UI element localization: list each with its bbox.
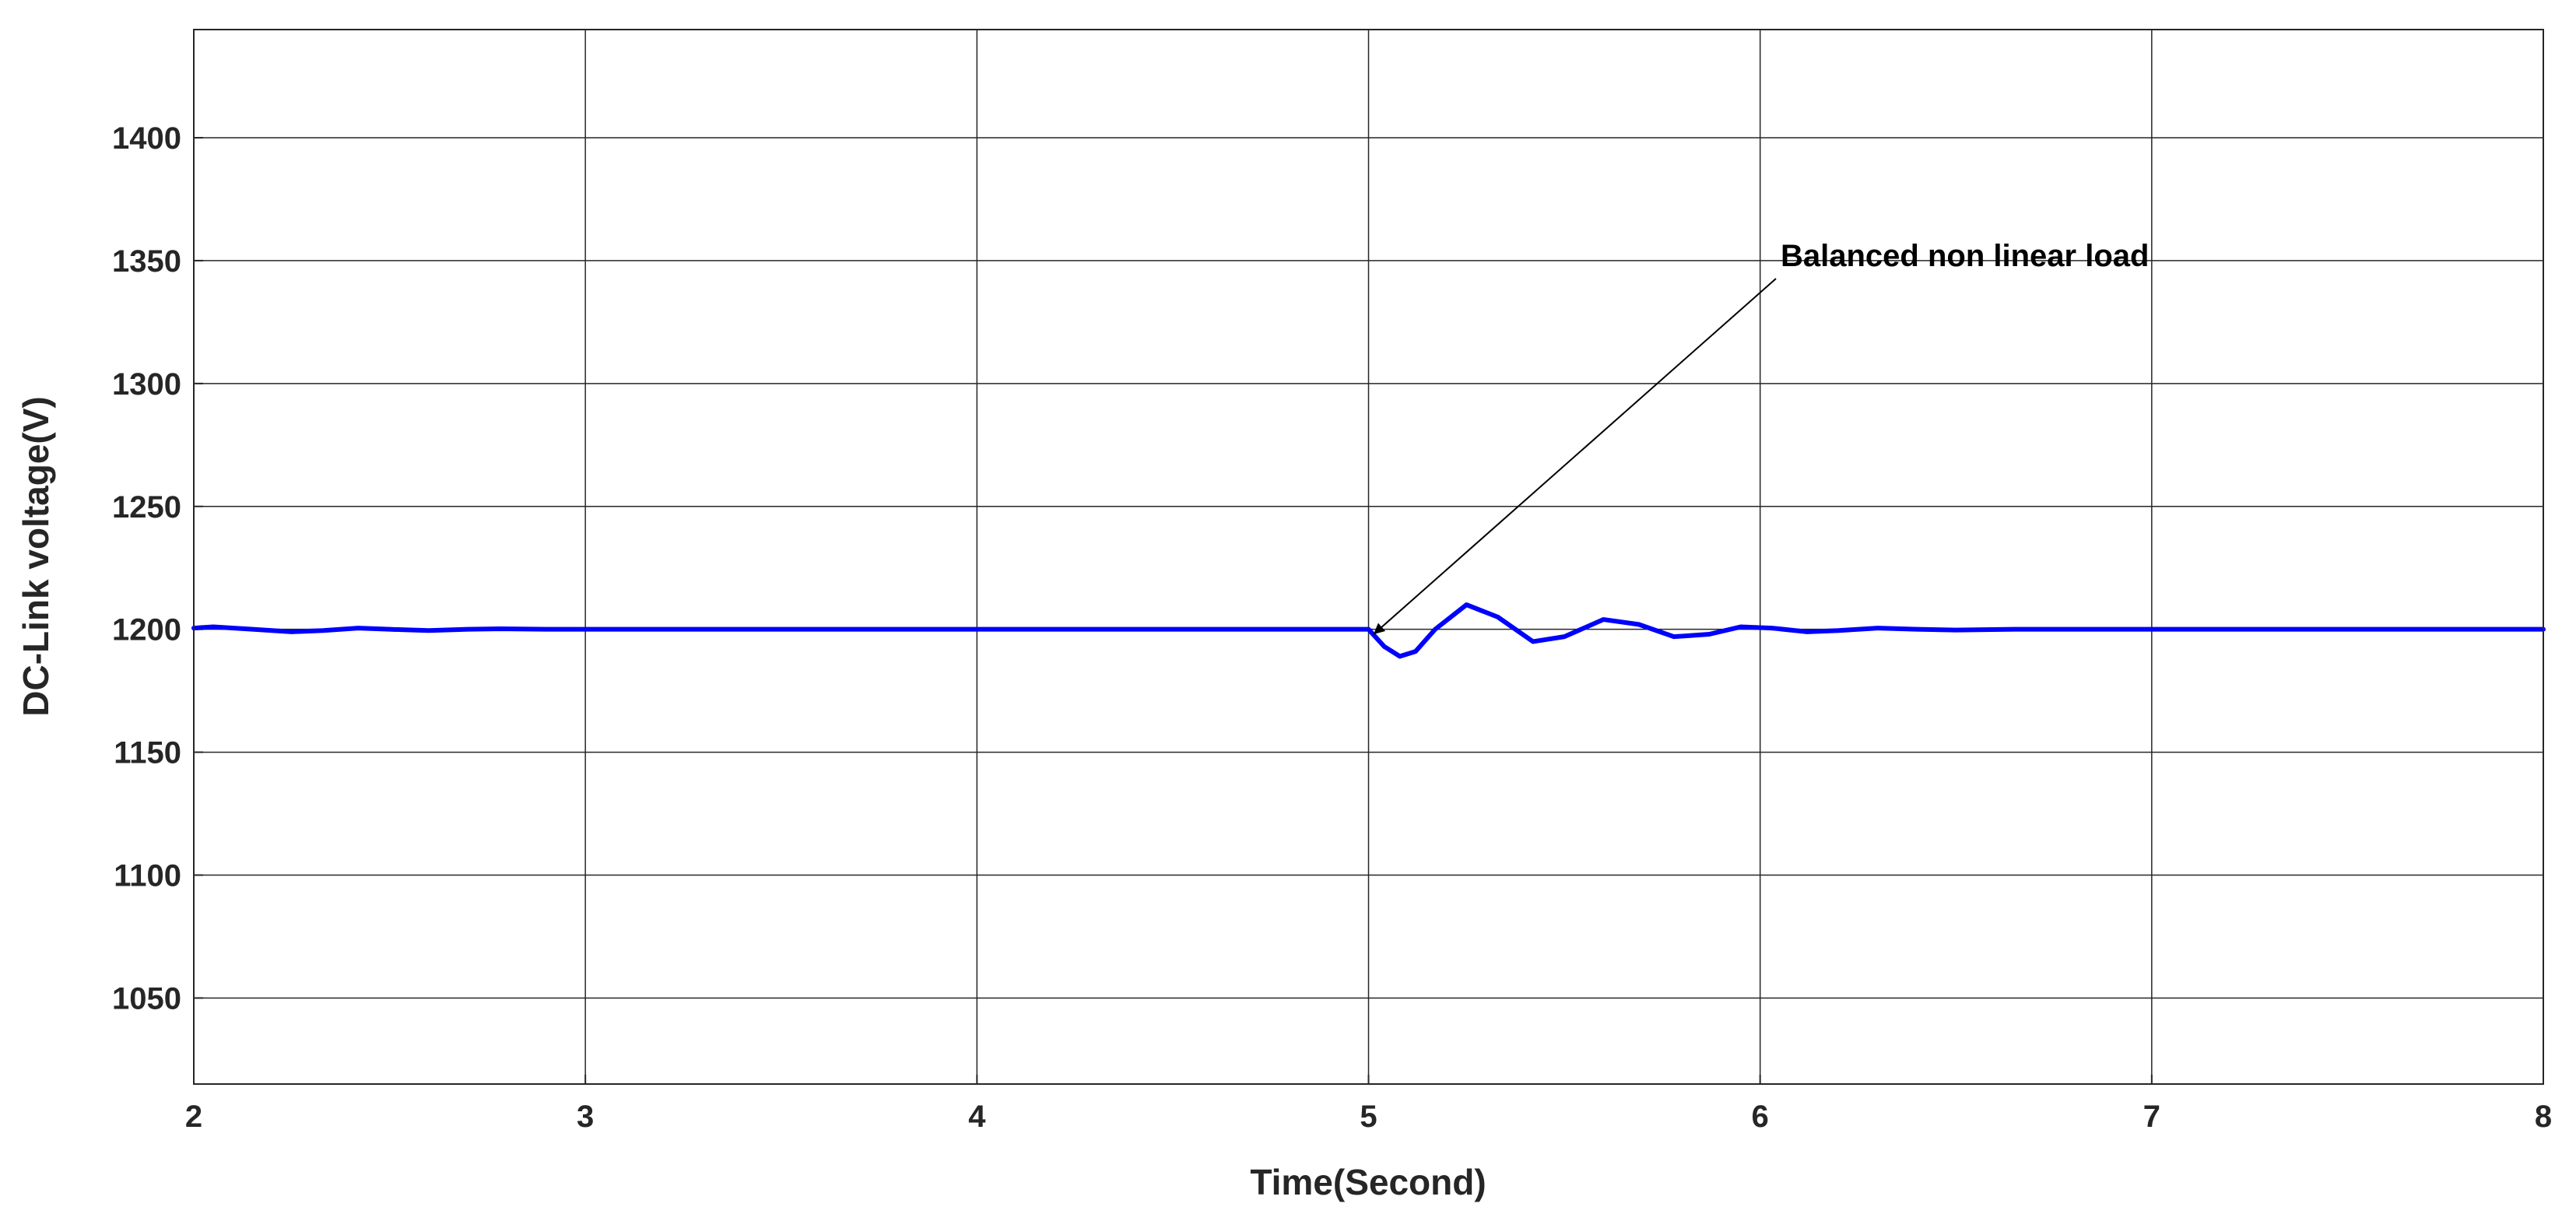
x-tick-label: 8: [2535, 1100, 2552, 1134]
y-tick-label: 1250: [112, 490, 181, 525]
grid: [193, 30, 2544, 1084]
y-tick-label: 1050: [112, 981, 181, 1016]
y-axis-label: DC-Link voltage(V): [16, 396, 56, 716]
x-tick-label: 2: [185, 1100, 202, 1134]
x-tick-label: 3: [577, 1100, 594, 1134]
x-tick-label: 6: [1752, 1100, 1769, 1134]
x-tick-label: 5: [1360, 1100, 1377, 1134]
annotation-arrow: [1373, 278, 1777, 635]
x-tick-label: 4: [968, 1100, 986, 1134]
annotation: Balanced non linear load: [1781, 239, 2149, 273]
y-tick-label: 1400: [112, 121, 181, 156]
y-tick-label: 1300: [112, 367, 181, 402]
x-tick-label: 7: [2143, 1100, 2160, 1134]
y-tick-label: 1100: [114, 859, 181, 893]
data-line: [191, 602, 2546, 659]
y-tick-label: 1350: [112, 244, 181, 279]
axes-box: [193, 29, 2544, 1085]
plot-area: [191, 602, 2546, 659]
y-tick-label: 1150: [114, 736, 181, 770]
y-tick-label: 1200: [112, 613, 181, 647]
x-axis-label: Time(Second): [1250, 1162, 1486, 1202]
